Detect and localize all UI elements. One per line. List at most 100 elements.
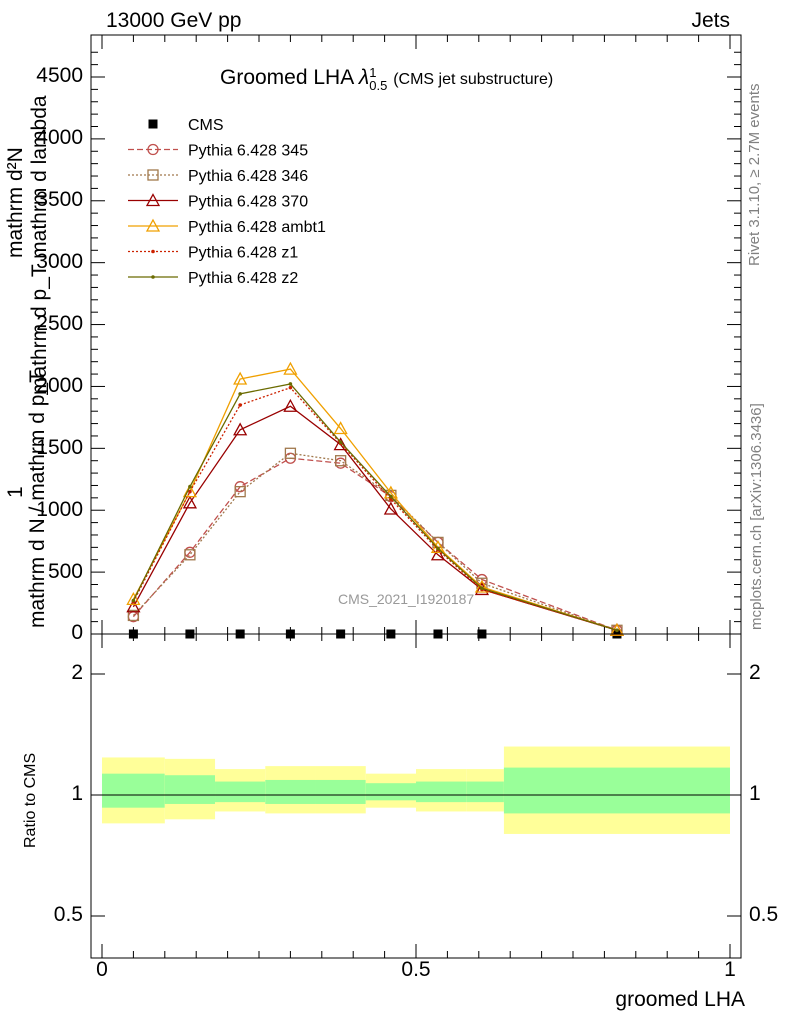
data-point — [283, 398, 298, 412]
legend-entry: Pythia 6.428 370 — [128, 193, 308, 211]
data-point — [184, 549, 196, 561]
series-line — [132, 368, 618, 631]
legend-entry: Pythia 6.428 ambt1 — [128, 218, 326, 236]
ratio-band-inner — [416, 781, 467, 803]
data-point — [182, 484, 198, 498]
legend-entry: Pythia 6.428 z2 — [128, 270, 298, 287]
legend-label: Pythia 6.428 ambt1 — [188, 219, 326, 236]
ratio-tick-label-right: 2 — [749, 661, 761, 685]
data-point — [238, 392, 242, 396]
data-point — [333, 437, 348, 451]
data-point — [233, 422, 248, 436]
data-point — [383, 501, 398, 515]
data-point — [334, 455, 347, 467]
x-axis-label: groomed LHA — [615, 988, 745, 1011]
legend-marker — [145, 193, 161, 207]
data-point — [288, 385, 293, 390]
ratio-band-inner — [102, 773, 165, 808]
data-point — [233, 371, 248, 385]
data-point — [389, 494, 393, 499]
ratio-band-inner — [215, 781, 266, 803]
title-note: (CMS jet substructure) — [393, 71, 554, 88]
ratio-tick-label: 1 — [71, 782, 83, 806]
y-tick-label: 1500 — [36, 435, 83, 459]
x-tick-label: 0.5 — [401, 958, 431, 982]
ratio-tick-label: 0.5 — [53, 903, 83, 927]
data-point — [234, 486, 246, 498]
ratio-band-inner — [365, 783, 416, 801]
y-tick-label: 500 — [47, 559, 83, 583]
series-line — [132, 452, 618, 631]
legend-marker — [147, 143, 159, 156]
y-tick-label: 0 — [71, 621, 83, 645]
y-tick-label: 3000 — [36, 250, 83, 274]
ratio-tick-label-right: 0.5 — [749, 903, 779, 927]
y-tick-label: 3500 — [36, 188, 83, 212]
data-point — [238, 403, 242, 407]
series-2 — [127, 447, 623, 636]
series-line — [132, 457, 618, 631]
process-label: Jets — [691, 9, 730, 32]
data-point — [430, 547, 446, 561]
data-point — [127, 609, 140, 622]
legend-label: Pythia 6.428 z1 — [188, 245, 298, 262]
legend-marker — [147, 169, 159, 181]
legend: CMS Pythia 6.428 345 Pythia 6.428 346 Pythi… — [128, 117, 326, 287]
legend-entry: Pythia 6.428 345 — [128, 143, 308, 160]
title-symbol: λ — [358, 66, 370, 89]
data-point — [131, 598, 136, 603]
legend-entry: Pythia 6.428 346 — [128, 168, 308, 185]
data-point — [480, 586, 484, 591]
legend-entry: Pythia 6.428 z1 — [128, 245, 298, 262]
y-tick-label: 4000 — [36, 126, 83, 150]
series-6 — [131, 382, 619, 633]
title-sub: 0.5 — [369, 78, 388, 93]
legend-label: Pythia 6.428 345 — [188, 143, 308, 160]
data-point — [436, 546, 440, 551]
ratio-band-inner — [315, 779, 366, 804]
data-point — [288, 382, 293, 386]
data-point — [284, 447, 297, 459]
analysis-watermark: CMS_2021_I1920187 — [338, 591, 475, 607]
legend-marker — [151, 249, 155, 254]
data-point — [182, 495, 198, 509]
ratio-band-inner — [466, 781, 504, 803]
y-tick-label: 2500 — [36, 311, 83, 335]
ticks — [91, 35, 741, 958]
ratio-band-inner — [265, 779, 316, 804]
data-point — [188, 484, 192, 489]
y-tick-label: 1000 — [36, 497, 83, 521]
legend-label: Pythia 6.428 370 — [188, 194, 308, 211]
rivet-label: Rivet 3.1.10, ≥ 2.7M events — [746, 83, 763, 267]
data-point — [474, 579, 490, 593]
legend-marker — [148, 119, 158, 129]
ratio-y-axis-label: Ratio to CMS — [22, 752, 39, 848]
title-sup: 1 — [369, 65, 377, 80]
legend-label: CMS — [188, 117, 224, 134]
legend-marker — [151, 275, 155, 279]
legend-label: Pythia 6.428 z2 — [188, 270, 298, 287]
y-tick-label: 4500 — [36, 64, 83, 88]
legend-marker — [145, 218, 161, 232]
data-point — [188, 489, 192, 494]
ratio-band-inner — [164, 775, 216, 804]
y-axis-fraction-one: 1 — [4, 486, 27, 498]
data-point — [126, 599, 141, 613]
plot-title: Groomed LHA λ 1 0.5 (CMS jet substructure) — [220, 66, 553, 92]
data-point — [615, 628, 619, 633]
data-point — [338, 440, 343, 444]
data-point — [126, 591, 141, 605]
mcplots-label: mcplots.cern.ch [arXiv:1306.3436] — [748, 403, 765, 630]
y-tick-label: 2000 — [36, 373, 83, 397]
beam-label: 13000 GeV pp — [106, 9, 242, 32]
ratio-tick-label: 2 — [71, 661, 83, 685]
ratio-bands — [91, 746, 741, 834]
y-axis-numerator: mathrm d²N — [4, 147, 27, 258]
ratio-tick-label-right: 1 — [749, 782, 761, 806]
data-point — [333, 421, 348, 435]
data-point — [283, 361, 298, 375]
series-4 — [126, 361, 625, 636]
x-tick-label: 0 — [96, 958, 108, 982]
legend-entry: CMS — [148, 117, 224, 134]
